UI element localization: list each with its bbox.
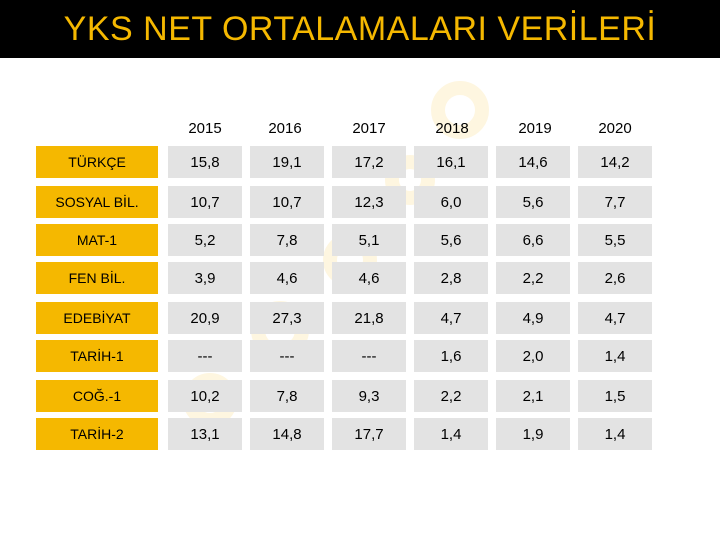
table-cell: 21,8 xyxy=(332,302,406,334)
table-cell: 15,8 xyxy=(168,146,242,178)
table-cell: 10,7 xyxy=(168,186,242,218)
table-cell: 10,7 xyxy=(250,186,324,218)
table-cell: 7,8 xyxy=(250,380,324,412)
table-cell: 4,7 xyxy=(578,302,652,334)
year-header: 2020 xyxy=(598,120,632,137)
table-cell: 1,4 xyxy=(578,340,652,372)
table-cell: 7,7 xyxy=(578,186,652,218)
table-cell: 17,7 xyxy=(332,418,406,450)
row-label: EDEBİYAT xyxy=(36,302,158,334)
page-title: YKS NET ORTALAMALARI VERİLERİ xyxy=(63,9,657,48)
table-cell: 1,6 xyxy=(414,340,488,372)
row-label: COĞ.-1 xyxy=(36,380,158,412)
table-cell: 5,2 xyxy=(168,224,242,256)
table-cell: 4,9 xyxy=(496,302,570,334)
year-header: 2017 xyxy=(352,120,386,137)
table-cell: 5,6 xyxy=(414,224,488,256)
table-cell: 14,8 xyxy=(250,418,324,450)
table-cell: 5,5 xyxy=(578,224,652,256)
table-cell: --- xyxy=(168,340,242,372)
table-cell: --- xyxy=(332,340,406,372)
table-cell: 17,2 xyxy=(332,146,406,178)
table-cell: 1,9 xyxy=(496,418,570,450)
table-cell: 5,6 xyxy=(496,186,570,218)
year-header: 2019 xyxy=(518,120,552,137)
table-cell: 4,6 xyxy=(332,262,406,294)
table-cell: 2,8 xyxy=(414,262,488,294)
year-header: 2018 xyxy=(435,120,469,137)
table-cell: 2,1 xyxy=(496,380,570,412)
table-cell: 20,9 xyxy=(168,302,242,334)
table-cell: 5,1 xyxy=(332,224,406,256)
table-cell: 2,0 xyxy=(496,340,570,372)
table-cell: 6,6 xyxy=(496,224,570,256)
table-cell: 12,3 xyxy=(332,186,406,218)
table-cell: 2,6 xyxy=(578,262,652,294)
table-cell: 1,4 xyxy=(578,418,652,450)
table-cell: 16,1 xyxy=(414,146,488,178)
table-cell: 4,6 xyxy=(250,262,324,294)
row-label: FEN BİL. xyxy=(36,262,158,294)
table-cell: 10,2 xyxy=(168,380,242,412)
table-cell: 6,0 xyxy=(414,186,488,218)
title-bar xyxy=(0,0,720,58)
table-cell: 14,6 xyxy=(496,146,570,178)
table-cell: 19,1 xyxy=(250,146,324,178)
table-cell: 7,8 xyxy=(250,224,324,256)
row-label: TARİH-2 xyxy=(36,418,158,450)
table-cell: 2,2 xyxy=(496,262,570,294)
table-cell: 2,2 xyxy=(414,380,488,412)
table-cell: 13,1 xyxy=(168,418,242,450)
row-label: MAT-1 xyxy=(36,224,158,256)
table-cell: 27,3 xyxy=(250,302,324,334)
row-label: TÜRKÇE xyxy=(36,146,158,178)
table-cell: 3,9 xyxy=(168,262,242,294)
table-cell: 14,2 xyxy=(578,146,652,178)
table-cell: --- xyxy=(250,340,324,372)
table-cell: 1,4 xyxy=(414,418,488,450)
table-cell: 1,5 xyxy=(578,380,652,412)
table-cell: 4,7 xyxy=(414,302,488,334)
row-label: SOSYAL BİL. xyxy=(36,186,158,218)
row-label: TARİH-1 xyxy=(36,340,158,372)
year-header: 2016 xyxy=(268,120,302,137)
table-cell: 9,3 xyxy=(332,380,406,412)
year-header: 2015 xyxy=(188,120,222,137)
